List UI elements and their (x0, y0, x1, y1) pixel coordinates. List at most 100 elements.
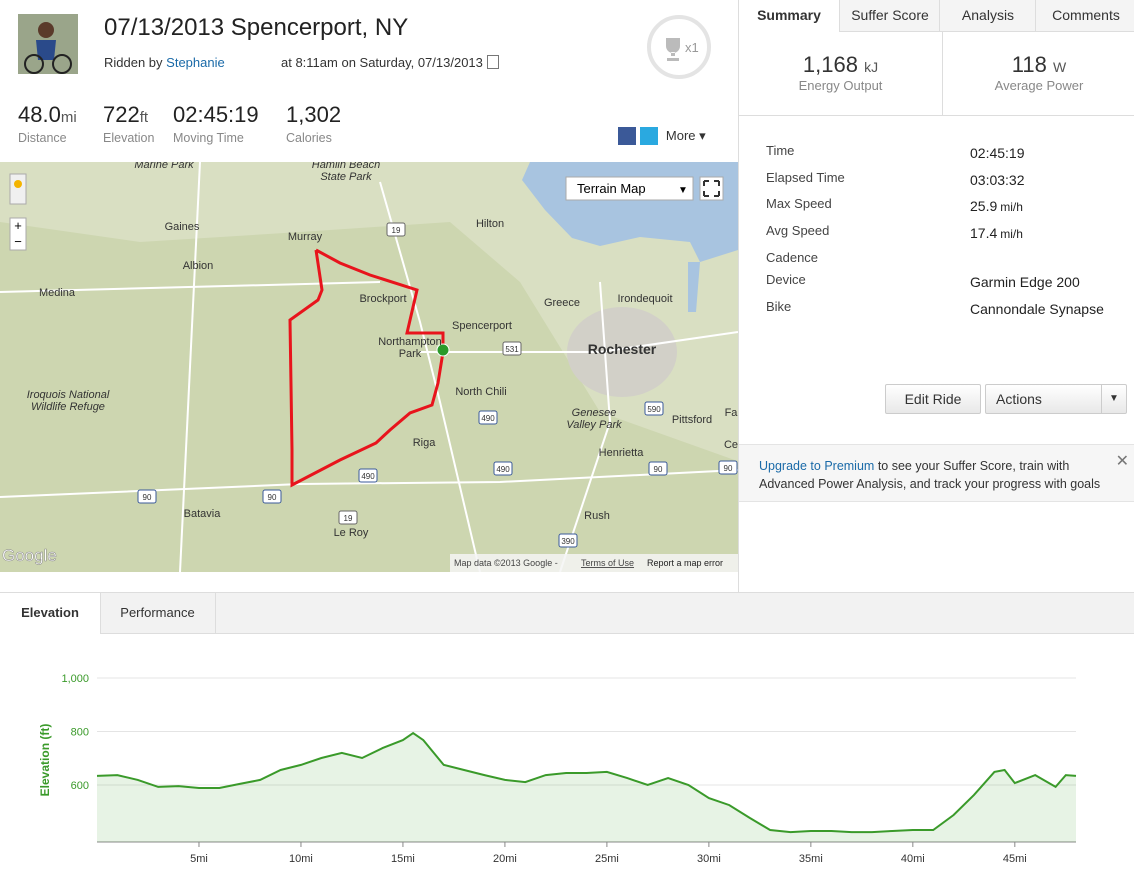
route-shield (648, 461, 668, 476)
stat-unit: mi (60, 109, 77, 126)
fullscreen-icon (703, 180, 720, 197)
more-label: More (665, 128, 696, 144)
stat-number: 02:45:19 (173, 102, 259, 127)
detail-value: 03:03:32 (970, 172, 1025, 188)
upgrade-link[interactable]: Upgrade to Premium (759, 459, 875, 473)
map-place-line: Le Roy (334, 527, 369, 539)
ridden-by-text: Ridden by (104, 55, 163, 70)
map-place: Northampton Park (378, 336, 442, 360)
summary-tab[interactable]: Summary (739, 0, 839, 32)
map-place: Rochester (588, 341, 657, 357)
performance-tab[interactable]: Performance (100, 593, 216, 633)
more-button[interactable]: More ▾ (665, 128, 706, 144)
y-tick-label: 1,000 (61, 673, 89, 685)
summary-tab[interactable]: Comments (1035, 0, 1134, 32)
avatar-art (18, 14, 78, 74)
map-place-line: Irondequoit (617, 293, 672, 305)
map-place-line: Ce (724, 439, 738, 451)
zoom-control[interactable] (9, 217, 27, 251)
actions-button[interactable]: Actions ▼ (985, 384, 1127, 414)
edit-ride-button[interactable]: Edit Ride (885, 384, 981, 414)
map-type-select[interactable] (565, 176, 694, 201)
detail-unit: mi/h (1000, 200, 1023, 214)
detail-value: Garmin Edge 200 (970, 274, 1080, 290)
stat-label: Distance (18, 131, 67, 145)
map-place-line: Rochester (588, 341, 657, 357)
ridden-by: Ridden by Stephanie (104, 55, 225, 70)
elevation-tab[interactable]: Elevation (0, 593, 101, 634)
stat-value: 02:45:19 (173, 102, 259, 128)
map-place: Genesee Valley Park (566, 407, 622, 431)
route-shield-label: 390 (561, 537, 575, 546)
facebook-button[interactable] (618, 127, 636, 145)
achievement-count: x1 (685, 40, 699, 55)
map-place-line: Henrietta (599, 447, 645, 459)
twitter-button[interactable] (640, 127, 659, 145)
report-link[interactable]: Report a map error (647, 558, 723, 568)
stat-label: Calories (286, 131, 332, 145)
map-place: Le Roy (334, 527, 369, 539)
map-place-line: Gaines (165, 221, 200, 233)
route-shield (262, 489, 282, 504)
map-place: North Chili (455, 386, 506, 398)
map-place: Murray (288, 231, 323, 243)
map-labels: Oak OrchardMarine Park Hamlin BeachState … (27, 162, 738, 548)
map-place: Batavia (184, 508, 222, 520)
map-place-line: Park (399, 348, 422, 360)
detail-label: Bike (766, 299, 792, 314)
route-line (288, 248, 445, 488)
route-shield-label: 90 (268, 493, 277, 502)
map-place-line: Wildlife Refuge (31, 401, 105, 413)
side-panel: Summary Suffer Score Analysis Comments 1,16… (738, 0, 1134, 592)
summary-tab[interactable]: Suffer Score (839, 0, 940, 32)
map-place: Gaines (165, 221, 200, 233)
map[interactable]: Oak OrchardMarine Park Hamlin BeachState … (0, 162, 738, 572)
power-box: 118 W Average Power (943, 32, 1134, 116)
date-text: at 8:11am on Saturday, 07/13/2013 (281, 55, 483, 70)
power-value: 118 W (943, 52, 1134, 78)
map-place-line: Riga (413, 437, 437, 449)
energy-unit: kJ (864, 59, 879, 75)
close-banner[interactable]: ✕ (1115, 453, 1129, 470)
map-place: Pittsford (672, 414, 712, 426)
stat-number: 1,302 (286, 102, 342, 127)
map-place-line: Batavia (184, 508, 222, 520)
detail-number: Garmin Edge 200 (970, 274, 1080, 290)
map-place: Brockport (359, 293, 406, 305)
route-shield (478, 410, 498, 425)
detail-number: Cannondale Synapse (970, 301, 1104, 317)
x-tick-label: 20mi (493, 853, 517, 865)
route-shield (386, 222, 406, 237)
pegman-head (14, 180, 22, 188)
avatar[interactable] (18, 14, 78, 74)
detail-label: Max Speed (766, 196, 832, 211)
calendar-icon[interactable] (486, 55, 499, 69)
map-place-line: Murray (288, 231, 323, 243)
badge-ring (647, 15, 711, 79)
x-tick-label: 35mi (799, 853, 823, 865)
terms-link[interactable]: Terms of Use (581, 558, 634, 568)
start-marker[interactable] (436, 343, 450, 357)
energy-value: 1,168 kJ (739, 52, 942, 78)
summary-tab[interactable]: Analysis (939, 0, 1036, 32)
zoom-in[interactable]: + (14, 218, 22, 233)
map-type-label: Terrain Map (577, 181, 646, 196)
route-shield-label: 90 (724, 464, 733, 473)
elevation-chart: 600 800 1,000 Elevation (ft) 5mi 10mi 15mi 20mi… (38, 673, 1077, 865)
map-place-line: Medina (39, 287, 76, 299)
route-shield-label: 490 (361, 472, 375, 481)
zoom-out[interactable]: − (14, 234, 22, 249)
detail-value: 17.4 mi/h (970, 225, 1023, 241)
map-place: Spencerport (452, 320, 512, 332)
route-shield-label: 531 (505, 345, 519, 354)
detail-value: Cannondale Synapse (970, 301, 1104, 317)
stat-value: 1,302 (286, 102, 341, 128)
upgrade-message: to see your Suffer Score, train with Adv… (759, 459, 1101, 491)
map-place-line: Albion (183, 260, 214, 272)
route-shield-label: 490 (496, 465, 510, 474)
rider-link[interactable]: Stephanie (166, 55, 225, 70)
fullscreen-button[interactable] (699, 176, 724, 201)
pegman[interactable] (9, 173, 27, 205)
